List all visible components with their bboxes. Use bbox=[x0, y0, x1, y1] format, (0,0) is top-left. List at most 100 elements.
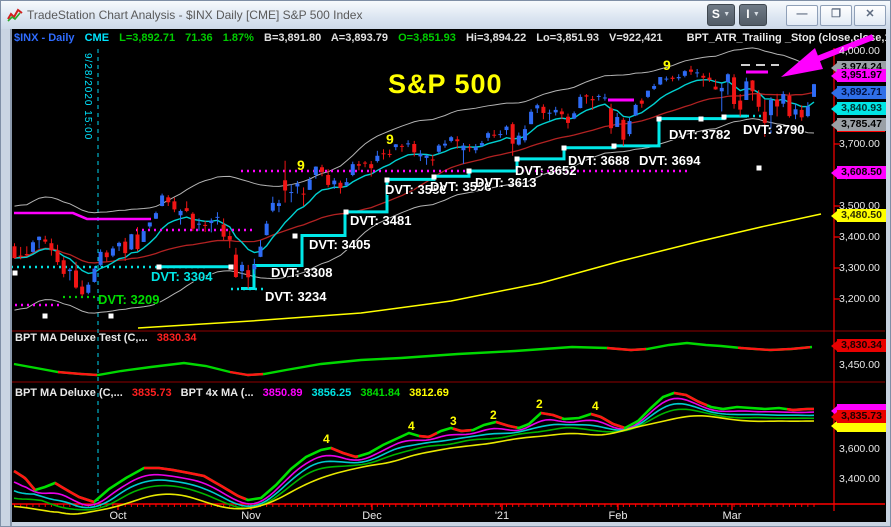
dvt-pivot-label: DVT: 3481 bbox=[350, 213, 412, 228]
restore-button[interactable]: ❐ bbox=[820, 5, 852, 26]
pivot-marker bbox=[384, 177, 390, 183]
low: Lo=3,851.93 bbox=[536, 32, 599, 44]
price-badge: 3,830.34 bbox=[831, 339, 886, 352]
candle-body bbox=[689, 69, 693, 72]
indicator-line-red-segment bbox=[54, 481, 95, 504]
candle-body bbox=[652, 86, 657, 89]
last-price: L=3,892.71 bbox=[119, 32, 176, 44]
dvt-pivot-label: DVT: 3586 bbox=[385, 182, 447, 197]
close-button[interactable]: ✕ bbox=[854, 5, 886, 26]
dvt-pivot-label: DVT: 3308 bbox=[271, 265, 333, 280]
chevron-down-icon: ▼ bbox=[723, 11, 731, 18]
candle-body bbox=[209, 220, 214, 224]
dvt-pivot-label: DVT: 3790 bbox=[743, 122, 805, 137]
dvt-pivot-label: DVT: 3652 bbox=[515, 163, 577, 178]
candle-body bbox=[676, 77, 681, 79]
window-left-border bbox=[1, 29, 12, 526]
insert-button[interactable]: I ▼ bbox=[739, 4, 767, 26]
candle-body bbox=[658, 77, 663, 85]
pivot-marker bbox=[42, 313, 48, 319]
candle-body bbox=[812, 84, 816, 97]
candle-body bbox=[92, 268, 97, 282]
candle-body bbox=[535, 105, 540, 109]
candle-body bbox=[559, 111, 564, 115]
dvt-pivot-label: DVT: 3234 bbox=[265, 289, 327, 304]
candle-body bbox=[602, 97, 607, 99]
y-axis-price-label: 3,400.00 bbox=[839, 473, 880, 485]
candle-body bbox=[744, 81, 749, 100]
candle-body bbox=[67, 269, 72, 272]
dvt-pivot-label: DVT: 3782 bbox=[669, 127, 731, 142]
app-logo-icon bbox=[7, 8, 23, 22]
indicator-line-red-segment bbox=[229, 370, 264, 377]
minimize-icon: — bbox=[796, 8, 808, 20]
wave-count-label: 2 bbox=[536, 397, 543, 411]
candle-body bbox=[707, 77, 712, 80]
candle-body bbox=[356, 164, 361, 166]
candle-body bbox=[498, 134, 503, 136]
indicator-line-red-segment bbox=[737, 345, 811, 352]
candle-body bbox=[350, 164, 355, 175]
candle-body bbox=[246, 270, 251, 278]
pivot-marker bbox=[156, 264, 162, 270]
candle-body bbox=[215, 216, 220, 218]
candle-body bbox=[713, 86, 718, 90]
y-axis-price-label: 3,200.00 bbox=[839, 293, 880, 305]
candle-body bbox=[203, 224, 208, 226]
indicator-name: BPT MA Deluxe (C,... bbox=[15, 387, 123, 399]
price-badge: 3,480.50 bbox=[831, 209, 886, 222]
candle-body bbox=[381, 153, 386, 155]
short-stop-line bbox=[14, 211, 151, 221]
candle-body bbox=[117, 242, 122, 247]
candle-body bbox=[701, 75, 706, 78]
symbol-interval: $INX - Daily bbox=[14, 32, 75, 44]
y-axis-price-label: 3,400.00 bbox=[839, 231, 880, 243]
candle-body bbox=[172, 201, 177, 210]
candle-body bbox=[190, 213, 195, 229]
ask: A=3,893.79 bbox=[330, 32, 389, 44]
dvt-pivot-label: DVT: 3209 bbox=[98, 292, 160, 307]
candle-body bbox=[363, 162, 368, 164]
candle-body bbox=[566, 116, 570, 123]
indicator-line-red-segment bbox=[418, 431, 438, 439]
dvt-pivot-label: DVT: 3688 bbox=[568, 153, 630, 168]
dvt-pivot-label: DVT: 3405 bbox=[309, 237, 371, 252]
indicator-name: BPT MA Deluxe Test (C,... bbox=[15, 332, 148, 344]
candle-body bbox=[756, 93, 761, 107]
candle-body bbox=[479, 143, 484, 146]
dvt-pivot-label: DVT: 3304 bbox=[151, 269, 213, 284]
candle-body bbox=[369, 164, 374, 169]
candle-body bbox=[393, 144, 398, 148]
styles-button[interactable]: S ▼ bbox=[707, 4, 735, 26]
event-date-label: 9/28/2020 15:00 bbox=[82, 53, 93, 141]
candle-body bbox=[793, 109, 798, 115]
title-bar[interactable]: TradeStation Chart Analysis - $INX Daily… bbox=[1, 1, 890, 30]
candle-body bbox=[104, 252, 109, 258]
symbol-watermark: S&P 500 bbox=[388, 69, 503, 99]
exchange: CME bbox=[84, 32, 110, 44]
candle-body bbox=[645, 90, 650, 97]
indicator-value: 3835.73 bbox=[131, 387, 172, 399]
wave-count-label: 2 bbox=[490, 408, 497, 422]
candle-body bbox=[449, 137, 454, 141]
trailing-stop-staircase bbox=[241, 114, 747, 290]
study-name: BPT_ATR_Trailing _Stop (close,close,14 .… bbox=[686, 32, 891, 44]
candle-body bbox=[301, 193, 306, 195]
candle-body bbox=[55, 250, 60, 263]
candle-body bbox=[18, 255, 23, 257]
candle-body bbox=[467, 147, 472, 149]
pivot-marker bbox=[561, 145, 567, 151]
price-badge: 3,840.93 bbox=[831, 102, 886, 115]
indicator-line-red-segment bbox=[786, 407, 814, 412]
fast-ema-line bbox=[14, 79, 815, 275]
pivot-marker bbox=[698, 116, 704, 122]
candle-body bbox=[233, 254, 238, 277]
candle-body bbox=[399, 145, 404, 147]
x-axis-month-label: Oct bbox=[109, 510, 127, 522]
indicator-line-red-segment bbox=[144, 466, 247, 501]
candle-body bbox=[504, 126, 509, 131]
candle-body bbox=[633, 104, 638, 116]
minimize-button[interactable]: — bbox=[786, 5, 818, 26]
pivot-marker bbox=[756, 165, 762, 171]
